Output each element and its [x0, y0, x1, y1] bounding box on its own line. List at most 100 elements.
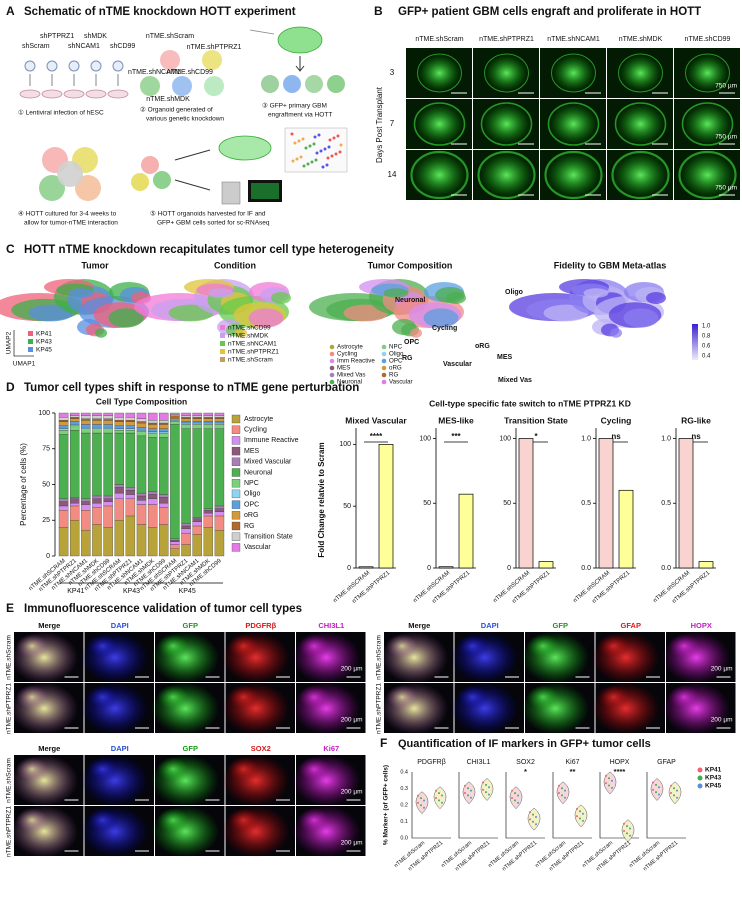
bar-segment [170, 541, 180, 545]
bar-segment [58, 421, 69, 427]
hott-organoid [39, 175, 65, 201]
replicate-dot [564, 789, 566, 792]
bar-segment [147, 491, 158, 495]
replicate-dot [517, 801, 519, 804]
bar-segment [203, 412, 214, 417]
bar-segment [181, 522, 191, 527]
bar-segment [170, 418, 180, 421]
bar-segment [170, 415, 180, 418]
legend-label: KP41 [705, 767, 722, 774]
bar-segment [114, 432, 124, 485]
y-tick-label: 0.0 [661, 565, 671, 572]
legend-swatch [381, 358, 387, 364]
bar-segment [103, 495, 113, 499]
legend-swatch [220, 333, 225, 338]
bar-segment [114, 492, 124, 499]
bar-segment [203, 527, 214, 557]
replicate-dot [558, 784, 560, 787]
replicate-dot [438, 799, 440, 802]
bar-segment [203, 421, 214, 424]
bar-segment [170, 540, 180, 542]
bar-segment [92, 498, 102, 504]
legend-swatch [231, 414, 241, 424]
legend-swatch [220, 349, 225, 354]
umap-cluster [235, 328, 247, 338]
replicate-dot [626, 825, 628, 828]
y-tick-label: 0.5 [581, 500, 591, 507]
if-signal [227, 685, 260, 709]
bar-segment [147, 527, 158, 557]
replicate-dot [658, 793, 660, 796]
legend-label: MES [244, 448, 260, 455]
umap-title: Fidelity to GBM Meta-atlas [554, 260, 667, 270]
step-text: GFP+ GBM cells sorted for sc-RNAseq [157, 220, 270, 227]
bar-segment [92, 412, 102, 417]
bar-segment [136, 412, 147, 419]
bar-segment [69, 505, 80, 521]
replicate-dot [420, 804, 422, 807]
legend-swatch [231, 543, 241, 552]
replicate-dot [576, 807, 578, 810]
virus-icon [24, 60, 36, 72]
if-signal [456, 634, 489, 658]
panel-title: Immunofluorescence validation of tumor c… [24, 603, 302, 615]
if-signal [86, 634, 119, 658]
marker-title: HOPX [610, 759, 630, 766]
bar-segment [136, 524, 147, 557]
y-tick-label: 1.0 [581, 435, 591, 442]
axes [646, 772, 686, 839]
bar-segment [69, 424, 80, 427]
umap-dot [321, 165, 325, 169]
bar-segment [58, 501, 69, 507]
replicate-dot [673, 787, 675, 790]
umap-dot [317, 133, 321, 137]
legend-label: nTME.shScram [228, 357, 273, 364]
axes [411, 772, 451, 839]
organoid [204, 76, 224, 96]
replicate-dot [514, 799, 516, 802]
group-label: KP41 [67, 588, 84, 595]
organoid-gfp [678, 150, 737, 200]
if-signal [298, 757, 330, 781]
bar-segment [92, 415, 102, 419]
umap-dot [334, 152, 338, 156]
replicate-dot [435, 796, 437, 799]
chart-subtitle: Cell-type specific fate switch to nTME P… [429, 398, 631, 408]
umap-dot [299, 155, 303, 159]
replicate-dot [482, 781, 484, 784]
bar-segment [136, 431, 147, 437]
step-text: ③ GFP+ primary GBM [262, 102, 327, 110]
legend-swatch [381, 351, 387, 357]
violin [574, 804, 588, 828]
replicate-dot [517, 794, 519, 797]
hott-organoid [75, 175, 101, 201]
organoid-gfp [480, 102, 533, 146]
organoid [160, 50, 180, 70]
replicate-dot [417, 801, 419, 804]
bar-segment [147, 422, 158, 425]
legend-swatch [231, 425, 241, 434]
step-text: various genetic knockdown [146, 116, 224, 123]
bar-segment [136, 427, 147, 431]
bar-segment [203, 512, 214, 517]
bar-segment [181, 417, 191, 419]
step-text: engraftment via HOTT [268, 112, 332, 119]
bar-segment [81, 424, 91, 428]
channel-label: Merge [38, 744, 60, 753]
replicate-dot [420, 797, 422, 800]
umap-dot [295, 157, 299, 161]
significance: **** [370, 432, 383, 441]
if-signal [527, 685, 559, 709]
umap-cluster [410, 328, 422, 338]
bar-segment [147, 419, 158, 424]
bar-segment [125, 487, 136, 491]
channel-label: DAPI [111, 621, 129, 630]
x-tick-label: nTME.shPTPRZ1 [431, 570, 471, 605]
if-signal [456, 685, 489, 709]
legend-label: KP41 [36, 331, 52, 338]
bar-segment [214, 421, 225, 424]
chart-title: Cell Type Composition [96, 396, 187, 406]
panel-letter: F [380, 736, 387, 750]
bar-segment [214, 515, 225, 531]
replicate-dot [488, 793, 490, 796]
